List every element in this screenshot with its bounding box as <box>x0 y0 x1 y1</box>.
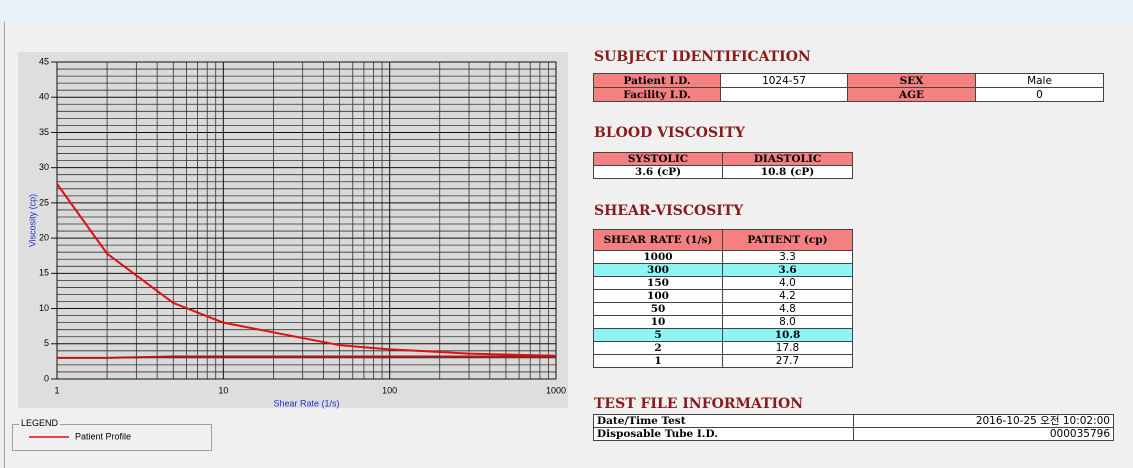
table-row: 10 8.0 <box>593 315 853 329</box>
table-row: 300 3.6 <box>593 263 853 277</box>
table-row: 5 10.8 <box>593 328 853 342</box>
x-tick-label: 1000 <box>546 385 566 395</box>
chart: 0 5 10 15 20 25 30 35 40 45 1 10 100 1000 Shear Rate (… <box>18 52 568 408</box>
top-bar <box>0 0 1133 22</box>
legend-item: Patient Profile <box>29 431 131 441</box>
legend-label: Patient Profile <box>75 431 131 441</box>
table-cell: SEX <box>847 73 976 88</box>
x-tick-label: 1 <box>54 385 59 395</box>
table-cell: 0 <box>975 87 1104 102</box>
table-cell: 1000 <box>593 250 723 264</box>
left-border <box>4 22 5 468</box>
section-title: SHEAR-VISCOSITY <box>594 203 744 219</box>
series-line <box>57 355 556 359</box>
x-tick-label: 100 <box>382 385 397 395</box>
table-cell: Patient I.D. <box>593 73 721 88</box>
table: Date/Time Test 2016-10-25 오전 10:02:00 Disp… <box>593 414 1114 441</box>
table-row: 50 4.8 <box>593 302 853 316</box>
table-cell: 5 <box>593 328 723 342</box>
table-cell: 000035796 <box>853 427 1114 441</box>
table: Patient I.D. 1024-57 SEX Male Facility I.D. A… <box>593 73 1104 102</box>
section-title: TEST FILE INFORMATION <box>594 396 804 412</box>
table-cell: Facility I.D. <box>593 87 721 102</box>
legend-title: LEGEND <box>19 418 61 428</box>
y-tick-label: 30 <box>39 162 49 172</box>
y-tick-label: 45 <box>39 56 49 66</box>
table-cell: SYSTOLIC <box>593 152 723 166</box>
table-cell: 1 <box>593 354 723 368</box>
table-cell: 4.0 <box>722 276 853 290</box>
table: SYSTOLIC DIASTOLIC 3.6 (cP) 10.8 (cP) <box>593 152 853 179</box>
table-cell: 2016-10-25 오전 10:02:00 <box>853 414 1114 428</box>
x-axis-title: Shear Rate (1/s) <box>273 398 339 408</box>
table-cell: 10.8 (cP) <box>722 165 853 179</box>
y-tick-label: 35 <box>39 127 49 137</box>
table-cell: 17.8 <box>722 341 853 355</box>
table-cell: Disposable Tube I.D. <box>593 427 854 441</box>
table-row: SHEAR RATE (1/s) PATIENT (cp) <box>593 229 853 251</box>
section-title: BLOOD VISCOSITY <box>594 125 746 141</box>
table-cell: 8.0 <box>722 315 853 329</box>
table-cell: 4.2 <box>722 289 853 303</box>
y-tick-label: 40 <box>39 92 49 102</box>
y-tick-label: 0 <box>44 373 49 383</box>
plot-area <box>56 61 557 380</box>
table-row: Disposable Tube I.D. 000035796 <box>593 427 1114 441</box>
table-row: 2 17.8 <box>593 341 853 355</box>
table-cell: 150 <box>593 276 723 290</box>
table-cell: 50 <box>593 302 723 316</box>
y-axis-title: Viscosity (cp) <box>27 194 37 247</box>
x-tick-label: 10 <box>218 385 228 395</box>
y-tick-label: 10 <box>39 303 49 313</box>
table-cell: 27.7 <box>722 354 853 368</box>
table-cell: 3.6 <box>722 263 853 277</box>
table-row: 150 4.0 <box>593 276 853 290</box>
table-cell: 10.8 <box>722 328 853 342</box>
table-cell: 2 <box>593 341 723 355</box>
y-tick-label: 5 <box>44 338 49 348</box>
table-row: 100 4.2 <box>593 289 853 303</box>
table-cell: 3.6 (cP) <box>593 165 723 179</box>
table-row: SYSTOLIC DIASTOLIC <box>593 152 853 166</box>
table-cell: 100 <box>593 289 723 303</box>
table: SHEAR RATE (1/s) PATIENT (cp) 1000 3.3 300 3.… <box>593 229 853 368</box>
table-row: Patient I.D. 1024-57 SEX Male <box>593 73 1104 88</box>
table-row: Date/Time Test 2016-10-25 오전 10:02:00 <box>593 414 1114 428</box>
table-cell: 4.8 <box>722 302 853 316</box>
y-tick-label: 25 <box>39 197 49 207</box>
table-row: 3.6 (cP) 10.8 (cP) <box>593 165 853 179</box>
table-cell: Date/Time Test <box>593 414 854 428</box>
legend: LEGEND Patient Profile <box>12 418 212 451</box>
table-row: 1000 3.3 <box>593 250 853 264</box>
table-cell: SHEAR RATE (1/s) <box>593 229 723 251</box>
table-cell: Male <box>975 73 1104 88</box>
section-title: SUBJECT IDENTIFICATION <box>594 49 811 65</box>
table-cell: DIASTOLIC <box>722 152 853 166</box>
table-cell: PATIENT (cp) <box>722 229 853 251</box>
y-tick-label: 20 <box>39 232 49 242</box>
y-tick-label: 15 <box>39 268 49 278</box>
table-row: 1 27.7 <box>593 354 853 368</box>
table-cell <box>720 87 848 102</box>
table-row: Facility I.D. AGE 0 <box>593 87 1104 102</box>
table-cell: 3.3 <box>722 250 853 264</box>
table-cell: 10 <box>593 315 723 329</box>
table-cell: 1024-57 <box>720 73 848 88</box>
table-cell: 300 <box>593 263 723 277</box>
series-line <box>56 183 557 357</box>
table-cell: AGE <box>847 87 976 102</box>
